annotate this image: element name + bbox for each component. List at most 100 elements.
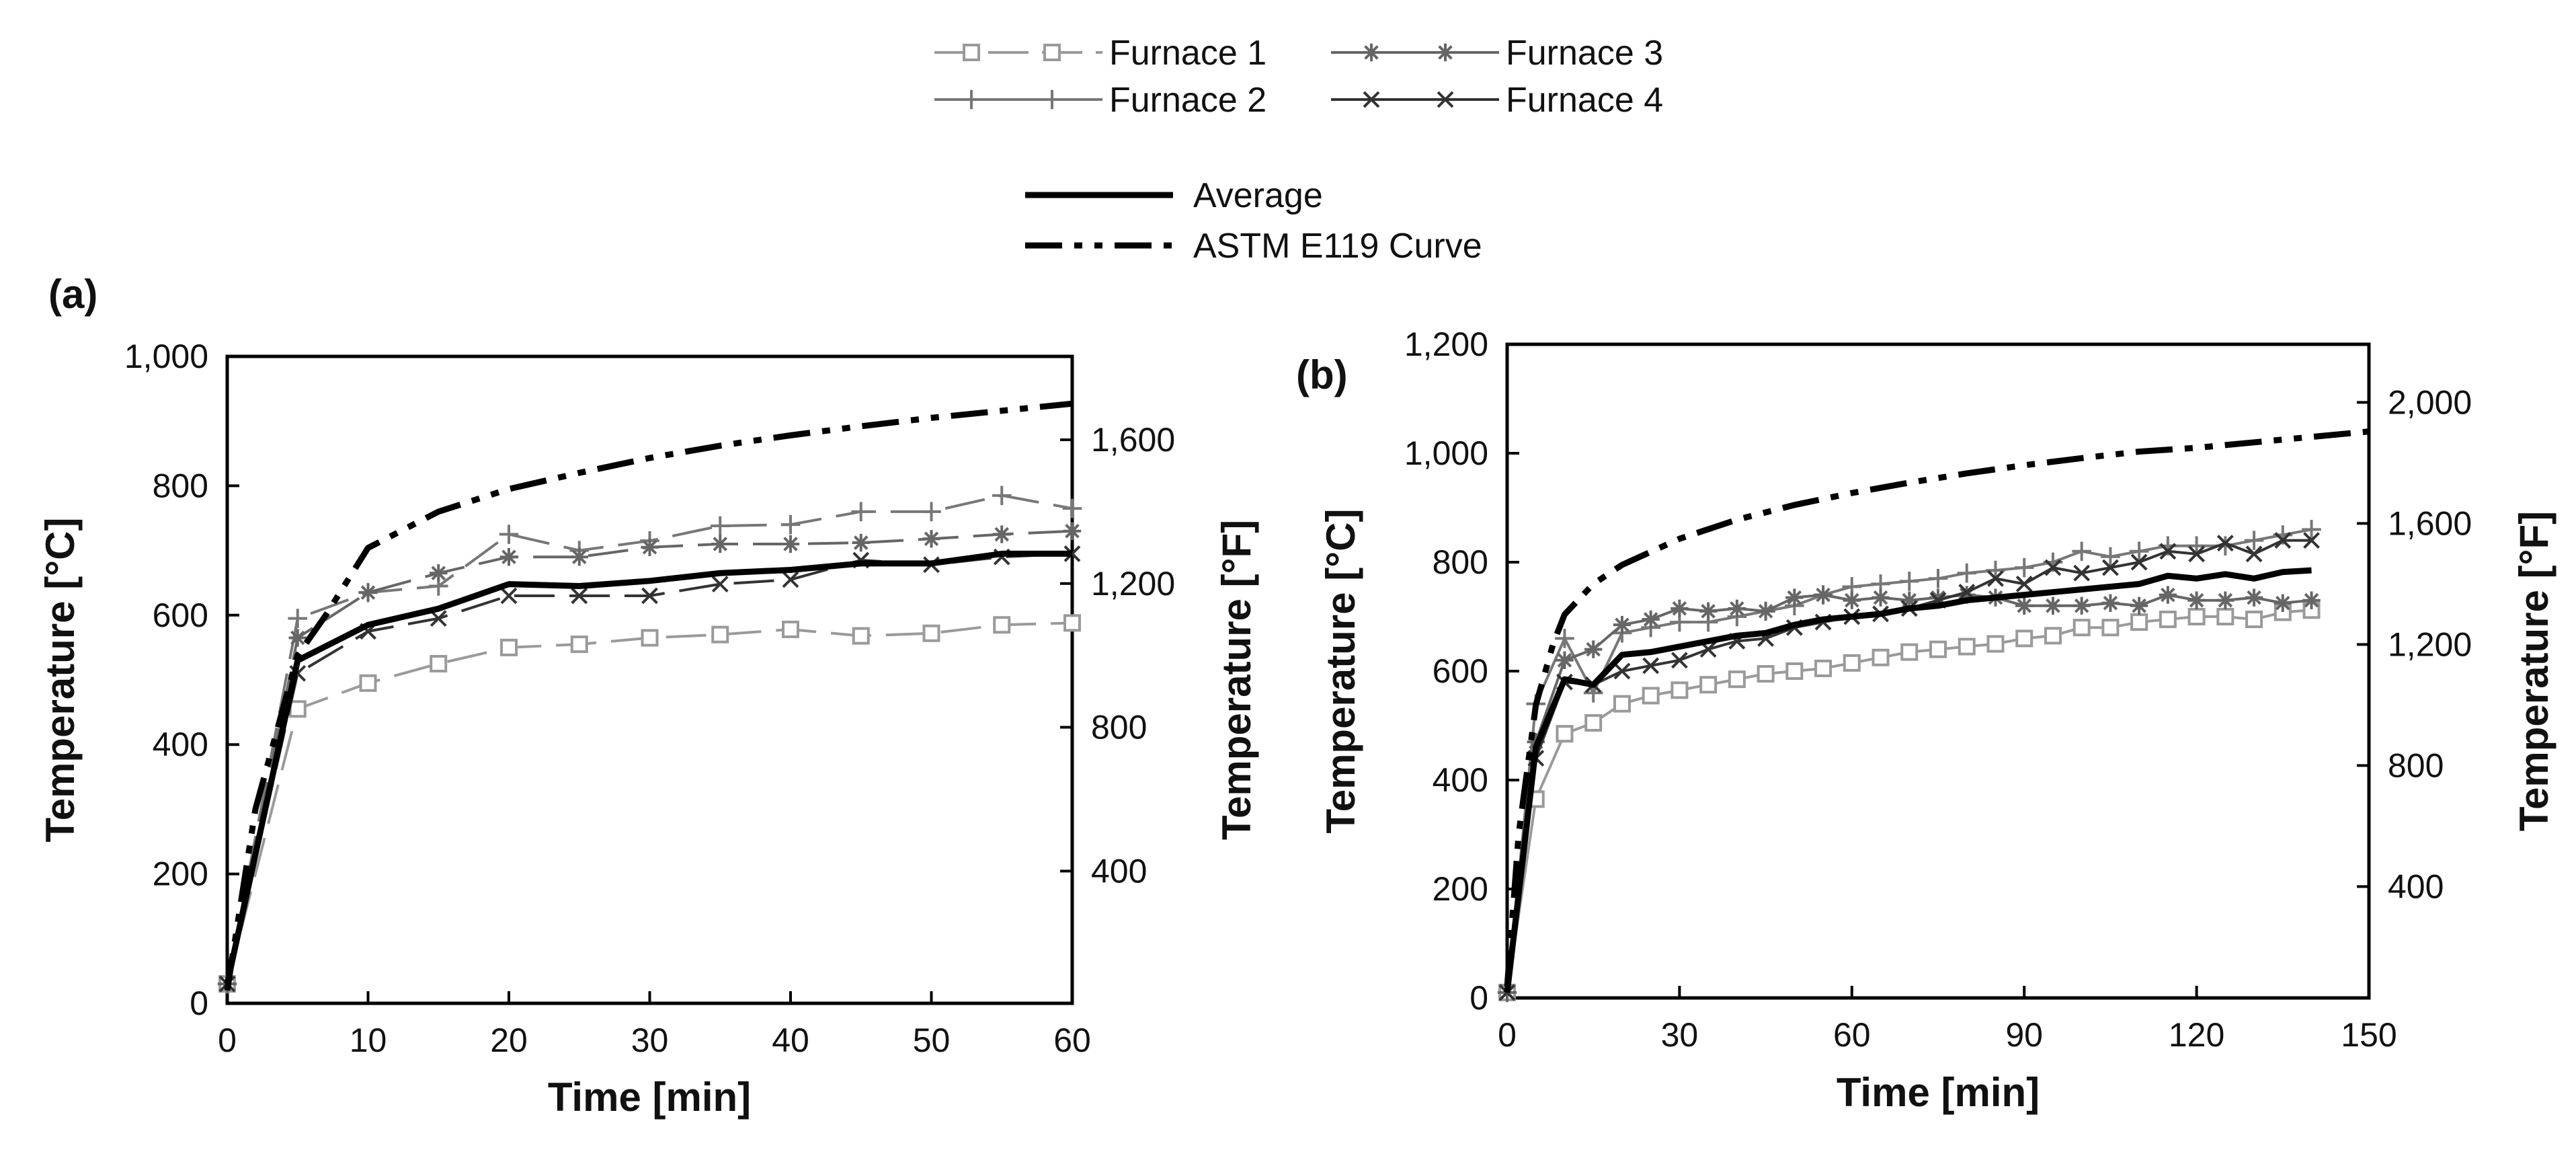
data-point-furnace-1: [2216, 608, 2235, 625]
chart-panel-b: 0 30 60 90 120 150 0 200 400 600 800 1,000 1,200 40…: [1318, 325, 2557, 1115]
series-line-furnace-1: [226, 621, 1073, 984]
data-point-furnace-4: [2044, 559, 2062, 576]
data-point-furnace-2: [1928, 569, 1948, 588]
data-point-furnace-1: [2159, 611, 2177, 629]
legend-marker-asterisk: [1362, 43, 1381, 62]
y2-axis-title-a: Temperature [°F]: [1214, 520, 1259, 840]
data-point-furnace-1: [1584, 713, 1603, 732]
data-point-furnace-3: [2302, 591, 2321, 609]
x-tick-label: 40: [772, 1021, 809, 1059]
data-point-furnace-3: [1843, 591, 1861, 609]
data-point-furnace-1: [1642, 687, 1660, 705]
data-point-furnace-4: [430, 610, 447, 627]
legend-label-average: Average: [1193, 176, 1323, 215]
data-point-furnace-1: [1613, 695, 1631, 713]
data-point-furnace-4: [1671, 652, 1688, 669]
data-point-furnace-1: [1900, 643, 1919, 661]
data-point-furnace-1: [1728, 670, 1746, 689]
data-point-furnace-1: [2072, 619, 2091, 637]
data-point-furnace-1: [711, 625, 729, 644]
legend-furnaces: Furnace 1 Furnace 3 Furnace 2 Furnace 4: [934, 34, 1663, 120]
data-point-furnace-2: [992, 486, 1012, 506]
y2-tick-label: 400: [2388, 867, 2444, 905]
y-axis-ticks-a: 0 200 400 600 800 1,000: [124, 338, 239, 1022]
panel-a-label: (a): [48, 272, 97, 317]
data-point-furnace-3: [1699, 602, 1718, 621]
data-point-furnace-4: [2274, 532, 2292, 549]
series-group-b: [1497, 428, 2370, 1003]
legend-marker-cross: [1437, 91, 1454, 108]
data-point-furnace-4: [2303, 532, 2320, 549]
data-point-furnace-4: [571, 587, 588, 605]
legend-marker-asterisk: [1436, 43, 1455, 62]
x-tick-label: 30: [1661, 1016, 1699, 1054]
legend-marker-plus: [1042, 89, 1062, 110]
series-line-astm-e119-curve: [1504, 428, 2370, 988]
data-point-furnace-1: [2015, 629, 2034, 648]
series-line-furnace-3: [226, 529, 1073, 984]
data-point-furnace-3: [2130, 596, 2148, 615]
data-point-furnace-1: [1929, 640, 1947, 658]
legend-marker-plus: [961, 89, 981, 110]
data-point-furnace-3: [1584, 640, 1603, 658]
legend-label-furnace-4: Furnace 4: [1506, 81, 1663, 120]
series-line-average: [224, 550, 1072, 985]
data-point-furnace-1: [1671, 681, 1689, 699]
data-point-furnace-2: [922, 502, 941, 522]
data-point-furnace-3: [2159, 586, 2177, 604]
x-tick-label: 60: [1053, 1021, 1091, 1059]
data-point-furnace-3: [288, 629, 307, 647]
legend-marker-square: [963, 44, 980, 61]
data-point-furnace-3: [993, 525, 1011, 543]
data-point-furnace-4: [1987, 570, 2004, 587]
data-point-furnace-4: [2245, 545, 2263, 563]
data-point-furnace-3: [2187, 591, 2206, 609]
data-point-furnace-1: [288, 700, 307, 718]
data-point-furnace-4: [2130, 553, 2148, 571]
x-axis-title-a: Time [min]: [548, 1075, 751, 1120]
data-point-furnace-1: [1699, 676, 1718, 694]
y-tick-label: 200: [1433, 870, 1488, 908]
data-point-furnace-4: [2015, 575, 2033, 592]
y2-axis-ticks-b: 400 800 1,200 1,600 2,000: [2357, 383, 2472, 905]
data-point-furnace-2: [1957, 563, 1977, 583]
data-point-furnace-1: [1556, 725, 1574, 743]
legend-marker-plus: [961, 89, 981, 110]
legend-item-furnace-4: Furnace 4: [1331, 81, 1663, 120]
data-point-furnace-4: [2188, 545, 2206, 563]
x-tick-label: 60: [1833, 1016, 1871, 1054]
data-point-furnace-3: [2216, 591, 2235, 609]
data-point-furnace-3: [2245, 588, 2263, 607]
data-point-furnace-4: [782, 571, 799, 588]
data-point-furnace-2: [288, 609, 308, 628]
legend-marker-cross: [1363, 91, 1380, 108]
legend-marker-asterisk: [1362, 43, 1381, 62]
data-point-furnace-3: [2015, 596, 2034, 615]
x-tick-label: 10: [350, 1021, 387, 1059]
data-point-furnace-3: [1642, 610, 1660, 629]
data-point-furnace-4: [2101, 559, 2119, 576]
legend-marker-asterisk: [1436, 43, 1455, 62]
data-point-furnace-3: [852, 533, 870, 552]
y-tick-label: 400: [153, 726, 208, 763]
data-point-furnace-2: [2244, 531, 2264, 550]
data-point-furnace-2: [1899, 572, 1919, 591]
data-point-furnace-4: [711, 576, 729, 593]
data-point-furnace-4: [500, 587, 518, 605]
x-tick-label: 20: [490, 1021, 528, 1059]
data-point-furnace-3: [2101, 594, 2120, 612]
panel-b-label: (b): [1296, 352, 1348, 397]
data-point-furnace-3: [1613, 615, 1632, 634]
data-point-furnace-1: [1757, 665, 1775, 683]
data-point-furnace-3: [1871, 588, 1890, 607]
data-point-furnace-3: [1063, 522, 1082, 540]
legend-marker-square: [1043, 44, 1061, 61]
legend-marker-cross: [1363, 91, 1380, 108]
data-point-furnace-1: [922, 624, 940, 642]
series-line-furnace-2: [226, 494, 1073, 984]
data-point-furnace-1: [641, 629, 659, 647]
data-point-furnace-3: [2044, 596, 2062, 615]
y2-tick-label: 1,200: [2388, 625, 2472, 663]
y2-tick-label: 800: [2388, 746, 2444, 784]
series-group-a: [217, 400, 1082, 994]
